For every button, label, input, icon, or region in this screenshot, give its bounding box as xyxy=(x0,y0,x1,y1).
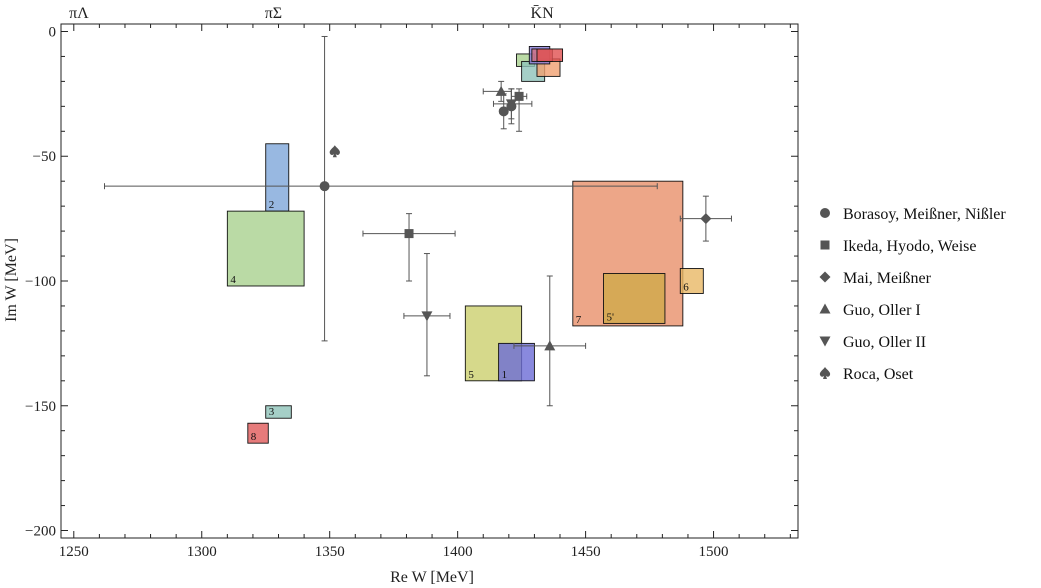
y-axis-ticks: 0 −50 −100 −150 −200 xyxy=(25,24,798,540)
legend-diamond-icon xyxy=(819,271,831,283)
triangle-down-marker xyxy=(421,311,433,322)
legend-square-icon xyxy=(820,240,830,250)
x-axis-ticks: 1250 1300 1350 1400 1450 1500 xyxy=(59,24,791,560)
legend-label: Borasoy, Meißner, Nißler xyxy=(843,206,1006,223)
triangle-up-marker xyxy=(495,85,507,96)
region-box-8 xyxy=(247,422,269,444)
region-box-5' xyxy=(603,273,666,324)
x-tick-label: 1300 xyxy=(187,544,217,560)
spade-marker xyxy=(329,145,340,158)
legend-item: Borasoy, Meißner, Nißler xyxy=(820,206,1006,223)
legend-triangle-down-icon xyxy=(819,336,831,347)
region-box-1 xyxy=(498,342,535,382)
region-label: 3 xyxy=(269,406,275,418)
pole-regions: 2 4 3 8 5 1 7 6 5' xyxy=(226,46,704,444)
region-label: 7 xyxy=(576,314,582,326)
legend-label: Ikeda, Hyodo, Weise xyxy=(843,238,977,255)
triangle-down-marker xyxy=(505,99,517,110)
legend-spade-icon xyxy=(819,367,831,379)
x-tick-label: 1250 xyxy=(59,544,89,560)
legend-triangle-up-icon xyxy=(819,303,831,314)
region-label: 1 xyxy=(502,369,508,381)
diamond-marker xyxy=(700,213,712,225)
legend-item: Ikeda, Hyodo, Weise xyxy=(820,238,977,255)
legend-label: Guo, Oller I xyxy=(843,302,921,319)
legend-item: Mai, Meißner xyxy=(819,270,932,287)
error-bars xyxy=(104,35,732,407)
y-tick-label: −200 xyxy=(25,524,56,540)
x-axis-title: Re W [MeV] xyxy=(390,569,474,586)
region-label: 6 xyxy=(683,281,689,293)
legend-item: Guo, Oller I xyxy=(819,302,921,319)
legend-item: Guo, Oller II xyxy=(819,334,926,351)
region-label: 5 xyxy=(468,369,474,381)
threshold-label: K̄N xyxy=(531,5,555,22)
region-label: 8 xyxy=(251,431,257,443)
y-axis-title: Im W [MeV] xyxy=(3,238,20,322)
legend-circle-icon xyxy=(820,208,830,218)
region-box-3 xyxy=(265,405,292,419)
region-box-top-14 xyxy=(536,48,564,62)
legend: Borasoy, Meißner, Nißler Ikeda, Hyodo, We… xyxy=(819,206,1006,383)
threshold-label: πΣ xyxy=(265,5,282,22)
triangle-up-marker xyxy=(544,340,556,351)
legend-label: Guo, Oller II xyxy=(843,334,926,351)
pole-markers xyxy=(319,85,712,351)
y-tick-label: 0 xyxy=(49,24,57,40)
y-tick-label: −100 xyxy=(25,274,56,290)
x-tick-label: 1450 xyxy=(571,544,601,560)
y-tick-label: −50 xyxy=(33,149,56,165)
square-marker xyxy=(404,229,414,239)
threshold-labels: πΛ πΣ K̄N xyxy=(69,5,554,22)
region-box-4 xyxy=(226,210,305,287)
region-box-6 xyxy=(679,268,704,294)
legend-label: Roca, Oset xyxy=(843,366,914,383)
x-tick-label: 1500 xyxy=(699,544,729,560)
x-tick-label: 1350 xyxy=(315,544,345,560)
circle-marker xyxy=(319,181,330,192)
region-label: 2 xyxy=(269,199,275,211)
circle-marker xyxy=(498,106,509,117)
x-tick-label: 1400 xyxy=(443,544,473,560)
region-label: 4 xyxy=(230,274,236,286)
threshold-label: πΛ xyxy=(69,5,89,22)
y-tick-label: −150 xyxy=(25,399,56,415)
region-label: 5' xyxy=(607,311,615,323)
legend-item: Roca, Oset xyxy=(819,366,914,383)
legend-label: Mai, Meißner xyxy=(843,270,932,287)
square-marker xyxy=(514,91,524,101)
